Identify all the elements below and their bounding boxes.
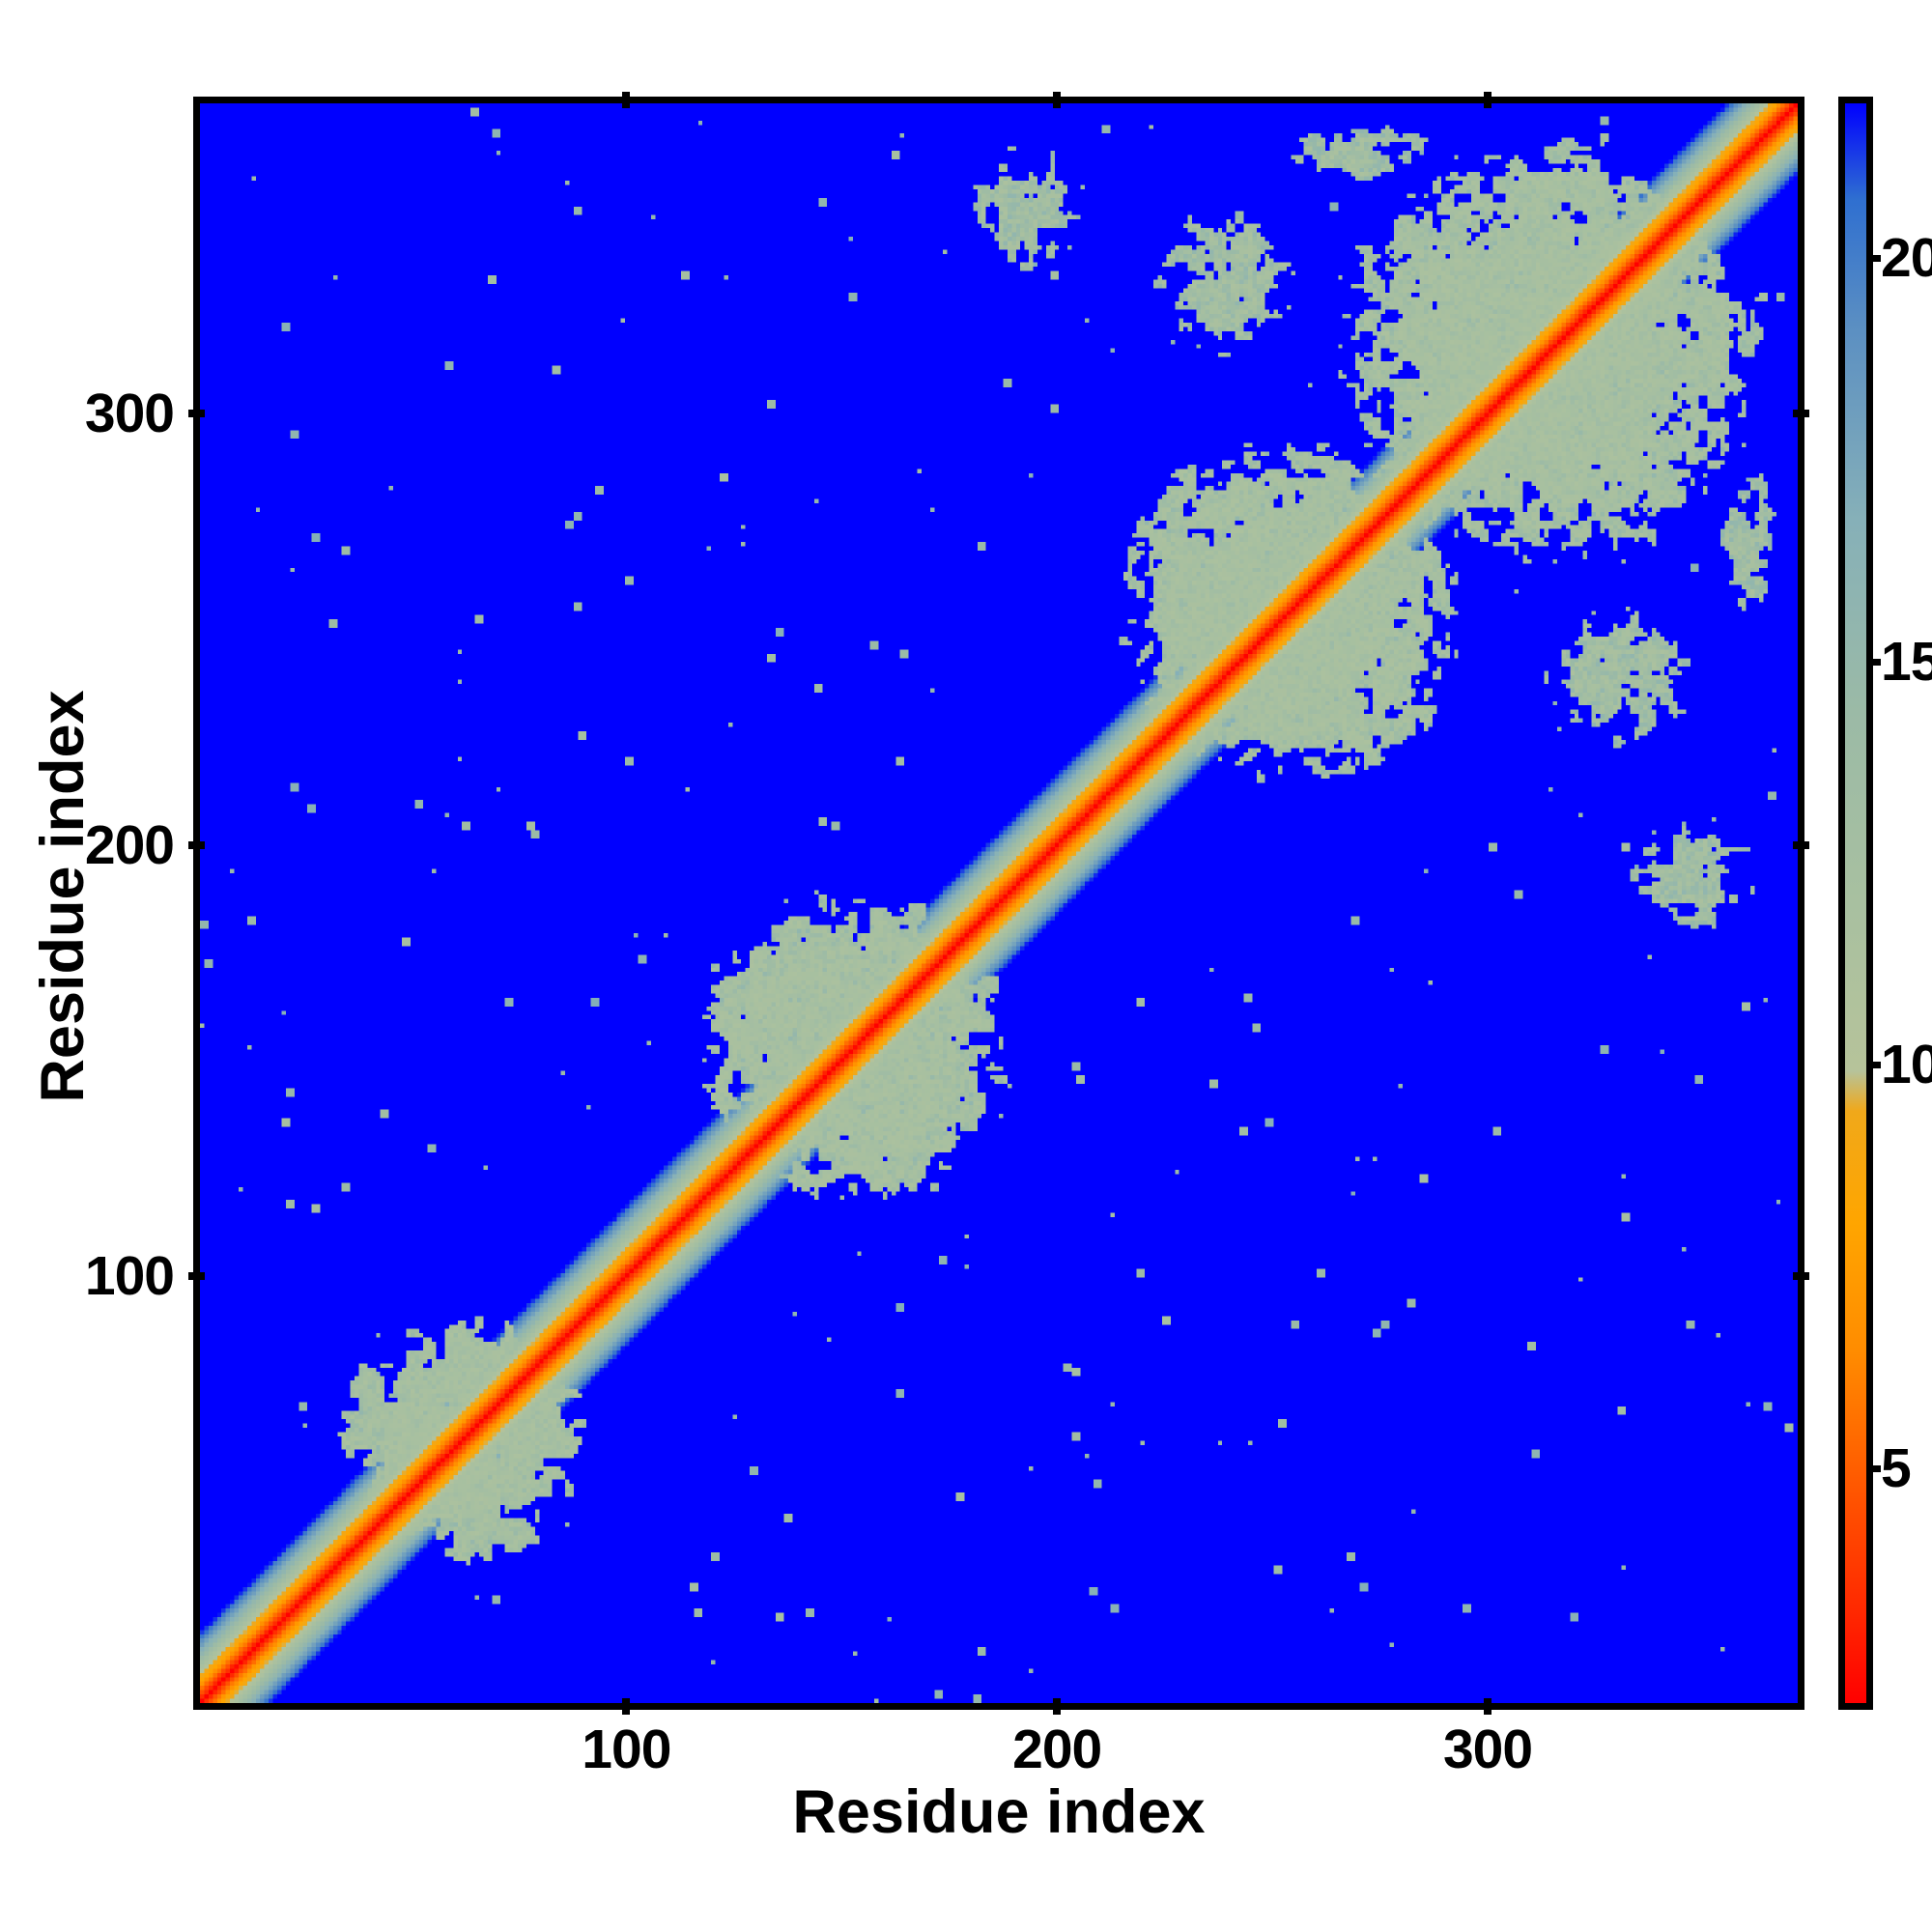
colorbar-tick-label: 5 [1881,1436,1912,1499]
y-axis-tick-left-300 [188,410,205,418]
colorbar-tick-20 [1867,255,1881,262]
x-axis-tick-label: 200 [1012,1719,1102,1780]
x-axis-tick-top-100 [622,92,631,108]
y-axis-tick-left-200 [188,840,205,849]
y-axis-tick-right-200 [1793,840,1809,849]
colorbar-tick-label: 15 [1881,630,1932,693]
colorbar-tick-label: 20 [1881,227,1932,289]
y-axis-tick-right-100 [1793,1272,1809,1281]
colorbar-tick-15 [1867,658,1881,666]
y-axis-tick-label: 100 [84,1245,175,1308]
x-axis-tick-bottom-100 [622,1698,631,1715]
colorbar-tick-10 [1867,1062,1881,1068]
x-axis-tick-top-300 [1484,92,1492,108]
colorbar-tick-label: 10 [1881,1034,1932,1095]
y-axis-title: Residue index [29,690,97,1103]
colorbar-tick-5 [1867,1464,1881,1472]
y-axis-tick-right-300 [1793,410,1809,418]
y-axis-tick-left-100 [188,1272,205,1281]
residue-distance-map[interactable] [200,103,1798,1703]
colorbar[interactable] [1838,97,1873,1710]
colorbar-gradient [1845,103,1866,1703]
x-axis-tick-label: 100 [582,1719,671,1780]
x-axis-tick-bottom-300 [1484,1698,1492,1715]
x-axis-title: Residue index [792,1778,1206,1846]
x-axis-tick-label: 300 [1442,1719,1533,1780]
y-axis-tick-label: 300 [84,383,175,445]
y-axis-tick-label: 200 [84,813,175,876]
x-axis-tick-bottom-200 [1053,1698,1062,1715]
x-axis-tick-top-200 [1053,92,1062,108]
heatmap-plot-area[interactable] [193,97,1804,1710]
